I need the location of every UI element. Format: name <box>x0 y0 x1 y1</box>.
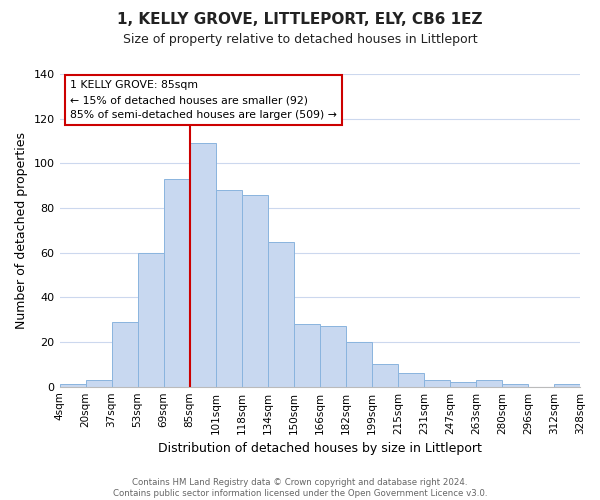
Bar <box>554 384 580 386</box>
Bar <box>215 190 242 386</box>
Bar <box>372 364 398 386</box>
Y-axis label: Number of detached properties: Number of detached properties <box>15 132 28 329</box>
Text: Size of property relative to detached houses in Littleport: Size of property relative to detached ho… <box>122 32 478 46</box>
Bar <box>190 143 215 386</box>
X-axis label: Distribution of detached houses by size in Littleport: Distribution of detached houses by size … <box>158 442 482 455</box>
Bar <box>346 342 372 386</box>
Text: Contains HM Land Registry data © Crown copyright and database right 2024.
Contai: Contains HM Land Registry data © Crown c… <box>113 478 487 498</box>
Bar <box>476 380 502 386</box>
Bar <box>320 326 346 386</box>
Text: 1 KELLY GROVE: 85sqm
← 15% of detached houses are smaller (92)
85% of semi-detac: 1 KELLY GROVE: 85sqm ← 15% of detached h… <box>70 80 337 120</box>
Bar <box>502 384 528 386</box>
Bar <box>268 242 294 386</box>
Text: 1, KELLY GROVE, LITTLEPORT, ELY, CB6 1EZ: 1, KELLY GROVE, LITTLEPORT, ELY, CB6 1EZ <box>117 12 483 28</box>
Bar <box>86 380 112 386</box>
Bar <box>164 179 190 386</box>
Bar <box>137 252 164 386</box>
Bar <box>424 380 450 386</box>
Bar <box>294 324 320 386</box>
Bar <box>398 374 424 386</box>
Bar <box>112 322 137 386</box>
Bar <box>450 382 476 386</box>
Bar <box>242 194 268 386</box>
Bar <box>59 384 86 386</box>
